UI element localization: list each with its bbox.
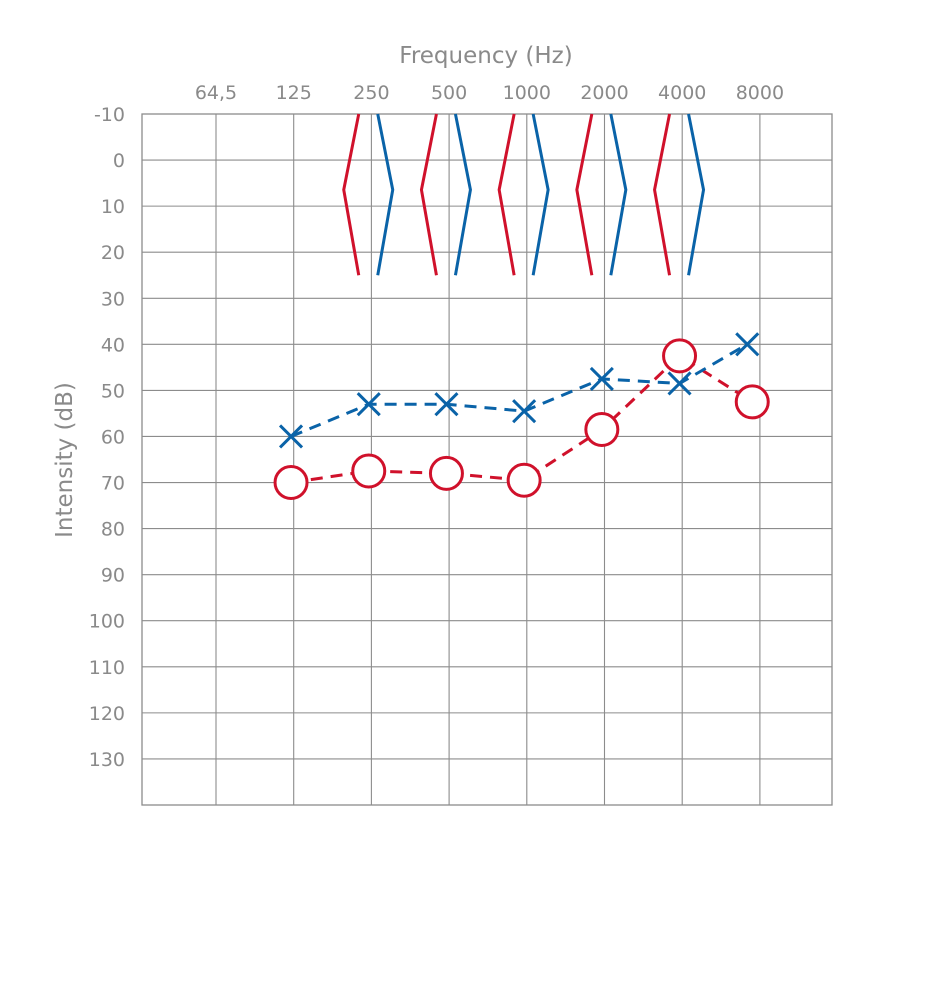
y-tick-label: 110 xyxy=(89,657,125,679)
cross-marker xyxy=(667,371,692,396)
y-tick-label: 20 xyxy=(101,242,125,264)
cross-marker xyxy=(589,366,614,391)
circle-marker xyxy=(506,462,542,498)
x-tick-label: 1000 xyxy=(503,82,551,104)
right-bracket-marker xyxy=(609,113,628,276)
right-bracket-marker xyxy=(376,113,395,276)
left-bracket-marker xyxy=(419,113,438,276)
cross-marker xyxy=(434,392,459,417)
right-bracket-marker xyxy=(687,113,706,276)
y-tick-label: 70 xyxy=(101,473,125,495)
y-tick-label: 40 xyxy=(101,334,125,356)
cross-marker xyxy=(735,332,760,357)
left-bracket-marker xyxy=(342,113,361,276)
x-tick-label: 125 xyxy=(276,82,312,104)
y-tick-label: 60 xyxy=(101,426,125,448)
x-tick-label: 250 xyxy=(353,82,389,104)
y-tick-labels: -10 0 10 20 30 40 50 60 70 80 90 100 110 120 130 xyxy=(89,104,125,771)
y-tick-label: 100 xyxy=(89,611,125,633)
y-axis-title: Intensity (dB) xyxy=(52,382,78,538)
circle-marker xyxy=(273,465,309,501)
y-tick-label: 10 xyxy=(101,196,125,218)
right-bracket-marker xyxy=(531,113,550,276)
y-tick-label: 120 xyxy=(89,703,125,725)
y-tick-label: 0 xyxy=(113,150,125,172)
right-bracket-marker xyxy=(453,113,472,276)
cross-marker xyxy=(356,392,381,417)
y-tick-label: -10 xyxy=(94,104,125,126)
cross-marker xyxy=(512,399,537,424)
x-tick-label: 4000 xyxy=(658,82,706,104)
y-tick-label: 130 xyxy=(89,749,125,771)
x-tick-labels: 64,5 125 250 500 1000 2000 4000 8000 xyxy=(195,82,784,104)
plot-frame xyxy=(141,113,833,806)
cross-marker xyxy=(278,424,304,449)
circle-marker xyxy=(662,338,698,374)
circle-marker xyxy=(351,453,387,489)
x-axis-title: Frequency (Hz) xyxy=(399,43,572,69)
circle-marker xyxy=(734,384,770,420)
y-tick-label: 80 xyxy=(101,519,125,541)
bone-conduction-markers xyxy=(342,113,706,276)
x-tick-label: 2000 xyxy=(580,82,628,104)
x-tick-label: 64,5 xyxy=(195,82,237,104)
left-bracket-marker xyxy=(653,113,672,276)
y-tick-label: 30 xyxy=(101,288,125,310)
circle-marker xyxy=(428,455,464,491)
series-group xyxy=(273,332,770,501)
grid xyxy=(141,113,833,806)
left-bracket-marker xyxy=(497,113,516,276)
left-bracket-marker xyxy=(575,113,594,276)
y-tick-label: 90 xyxy=(101,565,125,587)
x-tick-label: 8000 xyxy=(736,82,784,104)
circle-marker xyxy=(584,412,620,448)
x-tick-label: 500 xyxy=(431,82,467,104)
y-tick-label: 50 xyxy=(101,380,125,402)
